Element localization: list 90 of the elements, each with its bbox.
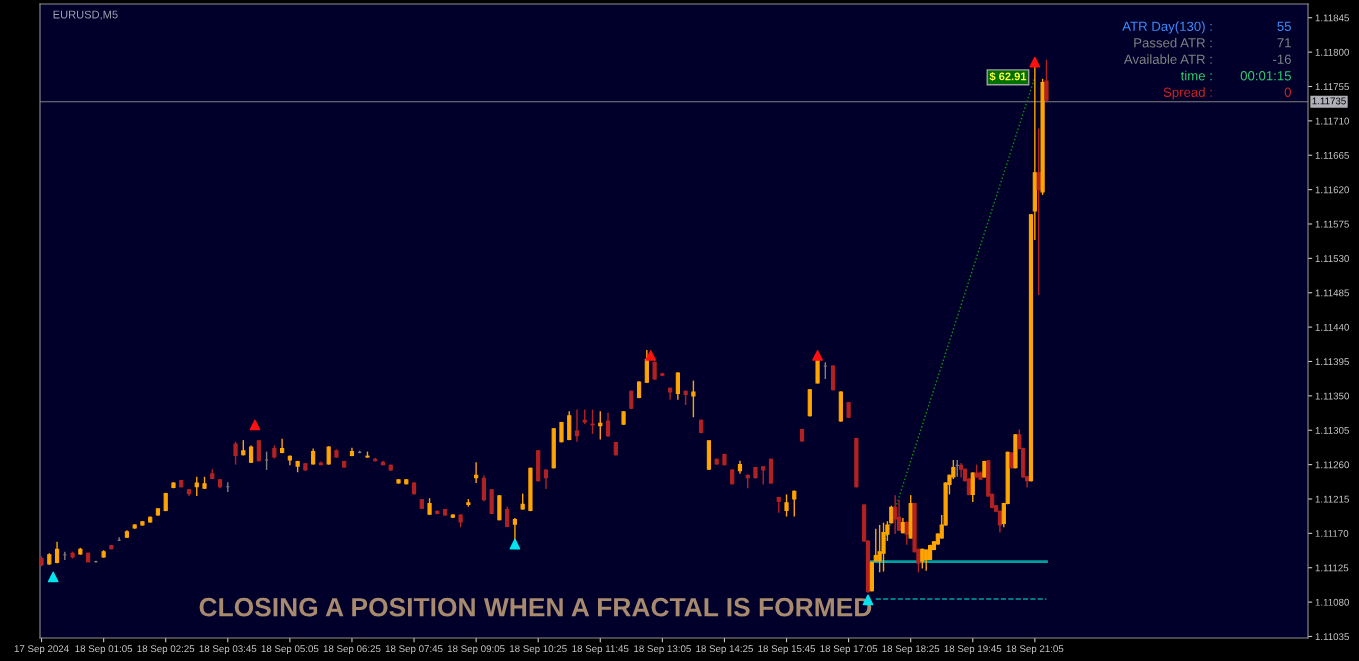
- candlestick: [543, 468, 549, 490]
- x-tick-label: 18 Sep 03:45: [199, 645, 257, 655]
- x-tick-label: 18 Sep 10:25: [510, 645, 567, 655]
- annotation: 55: [1277, 21, 1291, 31]
- candlestick: [489, 488, 494, 515]
- point: [509, 538, 521, 550]
- y-tick-label: 1.11440: [1315, 323, 1349, 331]
- annotation: 71: [1277, 38, 1291, 48]
- candlestick: [598, 410, 603, 441]
- candlestick: [881, 521, 886, 573]
- x-tick-label: 18 Sep 11:45: [572, 645, 629, 655]
- candlestick: [668, 386, 673, 401]
- annotation: -16: [1273, 54, 1291, 64]
- y-tick-label: 1.11035: [1315, 633, 1349, 641]
- annotation: Passed ATR :: [1134, 37, 1212, 48]
- y-tick-label: 1.11485: [1315, 289, 1349, 297]
- candlestick: [896, 499, 902, 532]
- y-tick-label: 1.11125: [1315, 564, 1349, 572]
- text: EURUSD,M5: [53, 10, 118, 20]
- candlestick: [233, 440, 238, 466]
- y-tick-label: 1.11260: [1315, 461, 1349, 469]
- candlestick: [481, 474, 486, 502]
- candlestick: [893, 494, 898, 535]
- x-tick-label: 18 Sep 19:45: [944, 645, 1002, 655]
- x-tick-label: 18 Sep 18:25: [882, 645, 940, 655]
- point: [812, 350, 823, 361]
- y-tick-label: 1.11755: [1315, 83, 1349, 91]
- y-tick-label: 1.11080: [1315, 598, 1349, 606]
- candlestick: [605, 411, 611, 438]
- candlestick: [194, 476, 199, 497]
- candlestick: [877, 524, 882, 574]
- x-tick-label: 18 Sep 05:05: [261, 645, 319, 655]
- candlestick: [644, 349, 649, 384]
- y-tick-label: 1.11530: [1315, 255, 1349, 262]
- x-tick-label: 18 Sep 17:05: [820, 645, 878, 655]
- point: [1029, 56, 1041, 68]
- annotation: 0: [1284, 87, 1291, 97]
- annotation: CLOSING A POSITION WHEN A FRACTAL IS FORMED: [199, 597, 872, 617]
- candlestick: [1044, 59, 1049, 102]
- y-tick-label: 1.11665: [1315, 151, 1349, 159]
- y-tick-label: 1.11305: [1315, 426, 1349, 434]
- x-tick-label: 18 Sep 02:25: [137, 645, 195, 655]
- ref-line-label: 1.11735: [1312, 97, 1346, 105]
- x-tick-label: 18 Sep 06:25: [323, 645, 381, 655]
- candlestick: [830, 364, 836, 392]
- x-tick-label: 18 Sep 15:45: [758, 645, 816, 655]
- candlestick: [675, 371, 680, 401]
- x-tick-label: 18 Sep 21:05: [1006, 645, 1064, 655]
- candlestick: [691, 379, 696, 418]
- x-tick-label: 18 Sep 01:05: [75, 645, 133, 655]
- x-tick-label: 18 Sep 13:05: [634, 645, 691, 655]
- annotation: $ 62.91: [989, 71, 1027, 82]
- y-tick-label: 1.11620: [1315, 186, 1349, 194]
- candlestick: [497, 494, 502, 522]
- candlestick: [997, 509, 1003, 534]
- point: [645, 350, 657, 361]
- x-tick-label: 18 Sep 07:45: [385, 645, 443, 655]
- annotation: ATR Day(130) :: [1122, 21, 1212, 34]
- annotation: time :: [1180, 70, 1212, 81]
- candlestick: [652, 360, 657, 381]
- candlestick: [474, 461, 479, 484]
- y-tick-label: 1.11575: [1315, 220, 1349, 228]
- y-tick-label: 1.11170: [1315, 530, 1349, 537]
- point: [249, 419, 261, 431]
- y-tick-label: 1.11800: [1315, 48, 1349, 56]
- candlestick: [959, 462, 964, 479]
- annotation: Spread :: [1163, 87, 1212, 100]
- x-tick-label: 17 Sep 2024: [14, 645, 69, 655]
- candlestick: [280, 437, 285, 454]
- candlestick: [567, 410, 572, 441]
- candlestick: [574, 408, 580, 443]
- candlestick: [784, 493, 789, 518]
- y-tick-label: 1.11215: [1315, 495, 1349, 503]
- y-tick-label: 1.11395: [1315, 358, 1349, 366]
- candlestick: [792, 489, 797, 518]
- x-tick-label: 18 Sep 14:25: [696, 645, 753, 655]
- candlestick: [256, 439, 261, 463]
- y-tick-label: 1.11710: [1315, 117, 1349, 125]
- annotation: Available ATR :: [1123, 54, 1212, 64]
- annotation: 00:01:15: [1240, 71, 1291, 81]
- candlestick: [924, 548, 929, 572]
- point: [47, 571, 59, 583]
- candlestick: [590, 408, 595, 435]
- candlestick: [326, 445, 331, 466]
- candlestick: [761, 465, 766, 486]
- y-tick-label: 1.11845: [1315, 14, 1349, 22]
- x-tick-label: 18 Sep 09:05: [447, 645, 505, 655]
- candlestick: [768, 457, 774, 485]
- y-tick-label: 1.11350: [1315, 392, 1349, 400]
- candlestick: [815, 358, 820, 385]
